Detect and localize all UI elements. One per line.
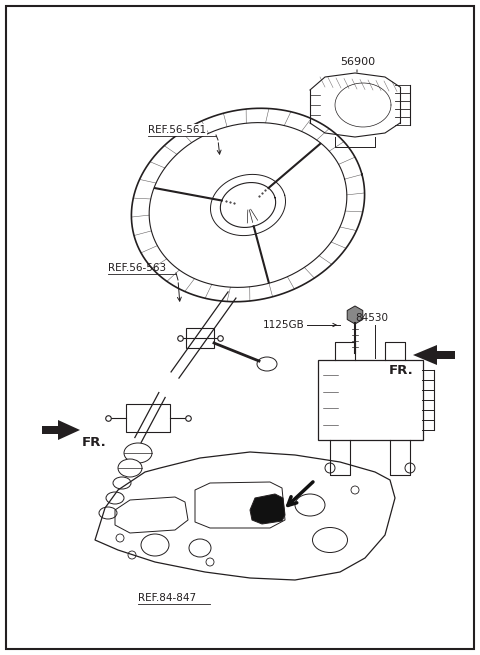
Bar	[318, 360, 423, 440]
Text: 84530: 84530	[355, 313, 388, 323]
Polygon shape	[250, 494, 285, 524]
Text: REF.56-561: REF.56-561	[148, 125, 206, 135]
Bar	[186, 328, 214, 348]
Text: 56900: 56900	[340, 57, 375, 67]
Text: FR.: FR.	[388, 364, 413, 377]
Polygon shape	[42, 420, 80, 440]
Ellipse shape	[124, 443, 152, 463]
Bar	[126, 404, 170, 432]
Ellipse shape	[113, 477, 131, 489]
Ellipse shape	[106, 492, 124, 504]
Text: REF.84-847: REF.84-847	[138, 593, 196, 603]
Ellipse shape	[257, 357, 277, 371]
Polygon shape	[413, 345, 455, 365]
Polygon shape	[347, 306, 363, 324]
Text: REF.56-563: REF.56-563	[108, 263, 166, 273]
Ellipse shape	[118, 459, 142, 477]
Text: 1125GB: 1125GB	[263, 320, 305, 330]
Text: FR.: FR.	[82, 436, 107, 449]
Ellipse shape	[99, 507, 117, 519]
